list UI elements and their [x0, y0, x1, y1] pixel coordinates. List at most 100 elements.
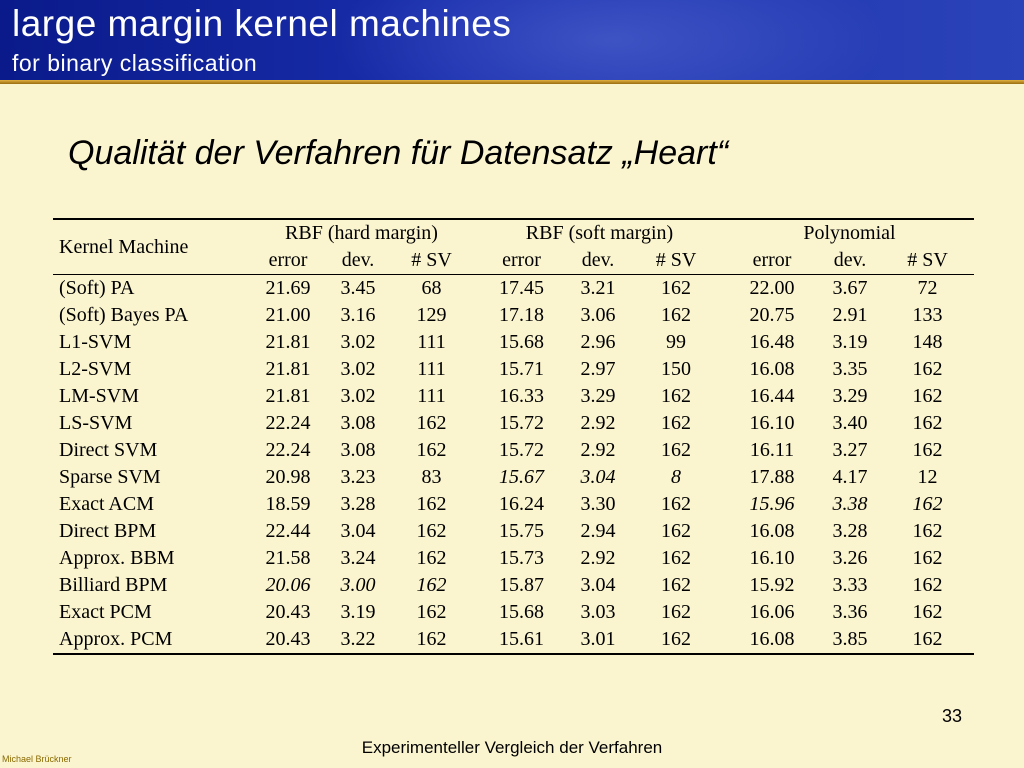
table-cell: 3.04 — [580, 466, 616, 488]
table-cell: 3.40 — [832, 412, 868, 434]
table-cell: 3.28 — [832, 520, 868, 542]
row-label: LM-SVM — [59, 385, 140, 407]
table-cell: 162 — [912, 547, 943, 569]
table-row: Direct SVM 22.24 3.08 162 15.72 2.92 162 16.11 3… — [53, 437, 974, 464]
table-cell: 162 — [416, 439, 447, 461]
presentation-subtitle: for binary classification — [12, 50, 258, 76]
table-cell: 3.29 — [832, 385, 868, 407]
table-cell: 20.43 — [249, 626, 327, 655]
table-cell: 162 — [661, 520, 691, 542]
table-cell: 111 — [417, 358, 446, 380]
table-cell: 12 — [917, 466, 938, 488]
table-cell: 21.00 — [265, 304, 311, 326]
table-row: Billiard BPM 20.06 3.00 162 15.87 3.04 162 15.9… — [53, 572, 974, 599]
results-table: Kernel Machine RBF (hard margin) RBF (so… — [53, 218, 974, 655]
table-cell: 162 — [912, 493, 943, 515]
table-cell: 15.72 — [499, 412, 544, 434]
table-row: LS-SVM 22.24 3.08 162 15.72 2.92 162 16.10 3.40 1… — [53, 410, 974, 437]
table-cell: 162 — [912, 601, 943, 623]
table-cell: 18.59 — [265, 493, 311, 515]
header-decoration — [330, 0, 890, 80]
subheader-sv: # SV — [411, 249, 452, 271]
table-cell: 15.96 — [749, 493, 795, 515]
subheader-dev: dev. — [341, 249, 375, 271]
table-cell: 3.45 — [327, 274, 389, 302]
table-cell: 3.06 — [580, 304, 616, 326]
group-header-rbf-hard: RBF (hard margin) — [249, 218, 474, 247]
table-cell: 3.16 — [340, 304, 376, 326]
table-cell: 83 — [421, 466, 442, 488]
table-cell: 162 — [627, 626, 725, 655]
table-cell: 3.67 — [819, 274, 881, 302]
table-cell: 133 — [912, 304, 943, 326]
table-subheader-row: error dev. # SV error dev. # SV error de… — [53, 247, 974, 275]
table-row: Approx. PCM 20.43 3.22 162 15.61 3.01 162 16.08… — [53, 626, 974, 655]
subheader-sv: # SV — [655, 249, 697, 271]
table-cell: 2.94 — [580, 520, 616, 542]
table-cell: 15.68 — [499, 331, 544, 353]
row-label: Exact ACM — [59, 493, 154, 515]
table-cell: 111 — [417, 385, 446, 407]
subheader-dev: dev. — [581, 249, 615, 271]
table-cell: 162 — [661, 412, 691, 434]
table-row: (Soft) Bayes PA 21.00 3.16 129 17.18 3.06 162 2… — [53, 302, 974, 329]
table-group-header-row: Kernel Machine RBF (hard margin) RBF (so… — [53, 218, 974, 275]
table-cell: 22.44 — [265, 520, 311, 542]
table-cell: 3.01 — [569, 626, 627, 655]
row-label: Billiard BPM — [59, 574, 168, 596]
table-row: Exact ACM 18.59 3.28 162 16.24 3.30 162 15.96 3.… — [53, 491, 974, 518]
author-label: Michael Brückner — [2, 754, 72, 764]
table-cell: 3.08 — [340, 439, 376, 461]
table-cell: 3.08 — [340, 412, 376, 434]
table-row: Approx. BBM 21.58 3.24 162 15.73 2.92 162 16.10… — [53, 545, 974, 572]
table-cell: 22.00 — [725, 274, 819, 302]
table-row: (Soft) PA 21.69 3.45 68 17.45 3.21 162 22.00 3.6… — [53, 274, 974, 302]
table-cell: 3.23 — [340, 466, 376, 488]
table-row: Exact PCM 20.43 3.19 162 15.68 3.03 162 16.06 3.… — [53, 599, 974, 626]
table-cell: 150 — [661, 358, 691, 380]
table-cell: 3.02 — [340, 331, 376, 353]
table-cell: 162 — [661, 304, 691, 326]
table-cell: 148 — [912, 331, 943, 353]
table-cell: 162 — [416, 574, 447, 596]
table-cell: 2.97 — [580, 358, 616, 380]
table-cell: 3.04 — [580, 574, 616, 596]
table-cell: 15.87 — [499, 574, 544, 596]
table-cell: 16.33 — [499, 385, 544, 407]
row-label: Direct BPM — [59, 520, 157, 542]
table-cell: 129 — [416, 304, 447, 326]
table-cell: 21.81 — [265, 385, 311, 407]
table-cell: 99 — [666, 331, 686, 353]
table-cell: 162 — [912, 412, 943, 434]
table-row: Direct BPM 22.44 3.04 162 15.75 2.94 162 16.08 3… — [53, 518, 974, 545]
row-label: Approx. PCM — [53, 626, 249, 655]
subheader-error: error — [268, 249, 308, 271]
table-cell: 3.19 — [832, 331, 868, 353]
table-cell: 162 — [661, 574, 691, 596]
table-cell: 162 — [416, 601, 447, 623]
table-cell: 3.04 — [340, 520, 376, 542]
table-cell: 15.67 — [499, 466, 544, 488]
table-cell: 17.18 — [499, 304, 544, 326]
table-cell: 162 — [627, 274, 725, 302]
subheader-error: error — [502, 249, 541, 271]
header-banner: large margin kernel machines for binary … — [0, 0, 1024, 80]
table-cell: 72 — [881, 274, 974, 302]
row-label: Sparse SVM — [59, 466, 161, 488]
table-cell: 2.91 — [832, 304, 868, 326]
table-cell: 3.33 — [832, 574, 868, 596]
table-cell: 20.75 — [749, 304, 795, 326]
footer-text: Experimenteller Vergleich der Verfahren — [361, 738, 663, 757]
table-cell: 162 — [912, 574, 943, 596]
group-header-rbf-soft: RBF (soft margin) — [474, 218, 725, 247]
row-label: (Soft) PA — [53, 274, 249, 302]
table-cell: 3.24 — [340, 547, 376, 569]
table-cell: 16.08 — [749, 520, 795, 542]
table-cell: 162 — [661, 439, 691, 461]
table-cell: 162 — [661, 601, 691, 623]
table-cell: 2.96 — [580, 331, 616, 353]
table-cell: 3.28 — [340, 493, 376, 515]
table-cell: 162 — [416, 520, 447, 542]
table-cell: 15.92 — [749, 574, 795, 596]
subheader-error: error — [752, 249, 792, 271]
